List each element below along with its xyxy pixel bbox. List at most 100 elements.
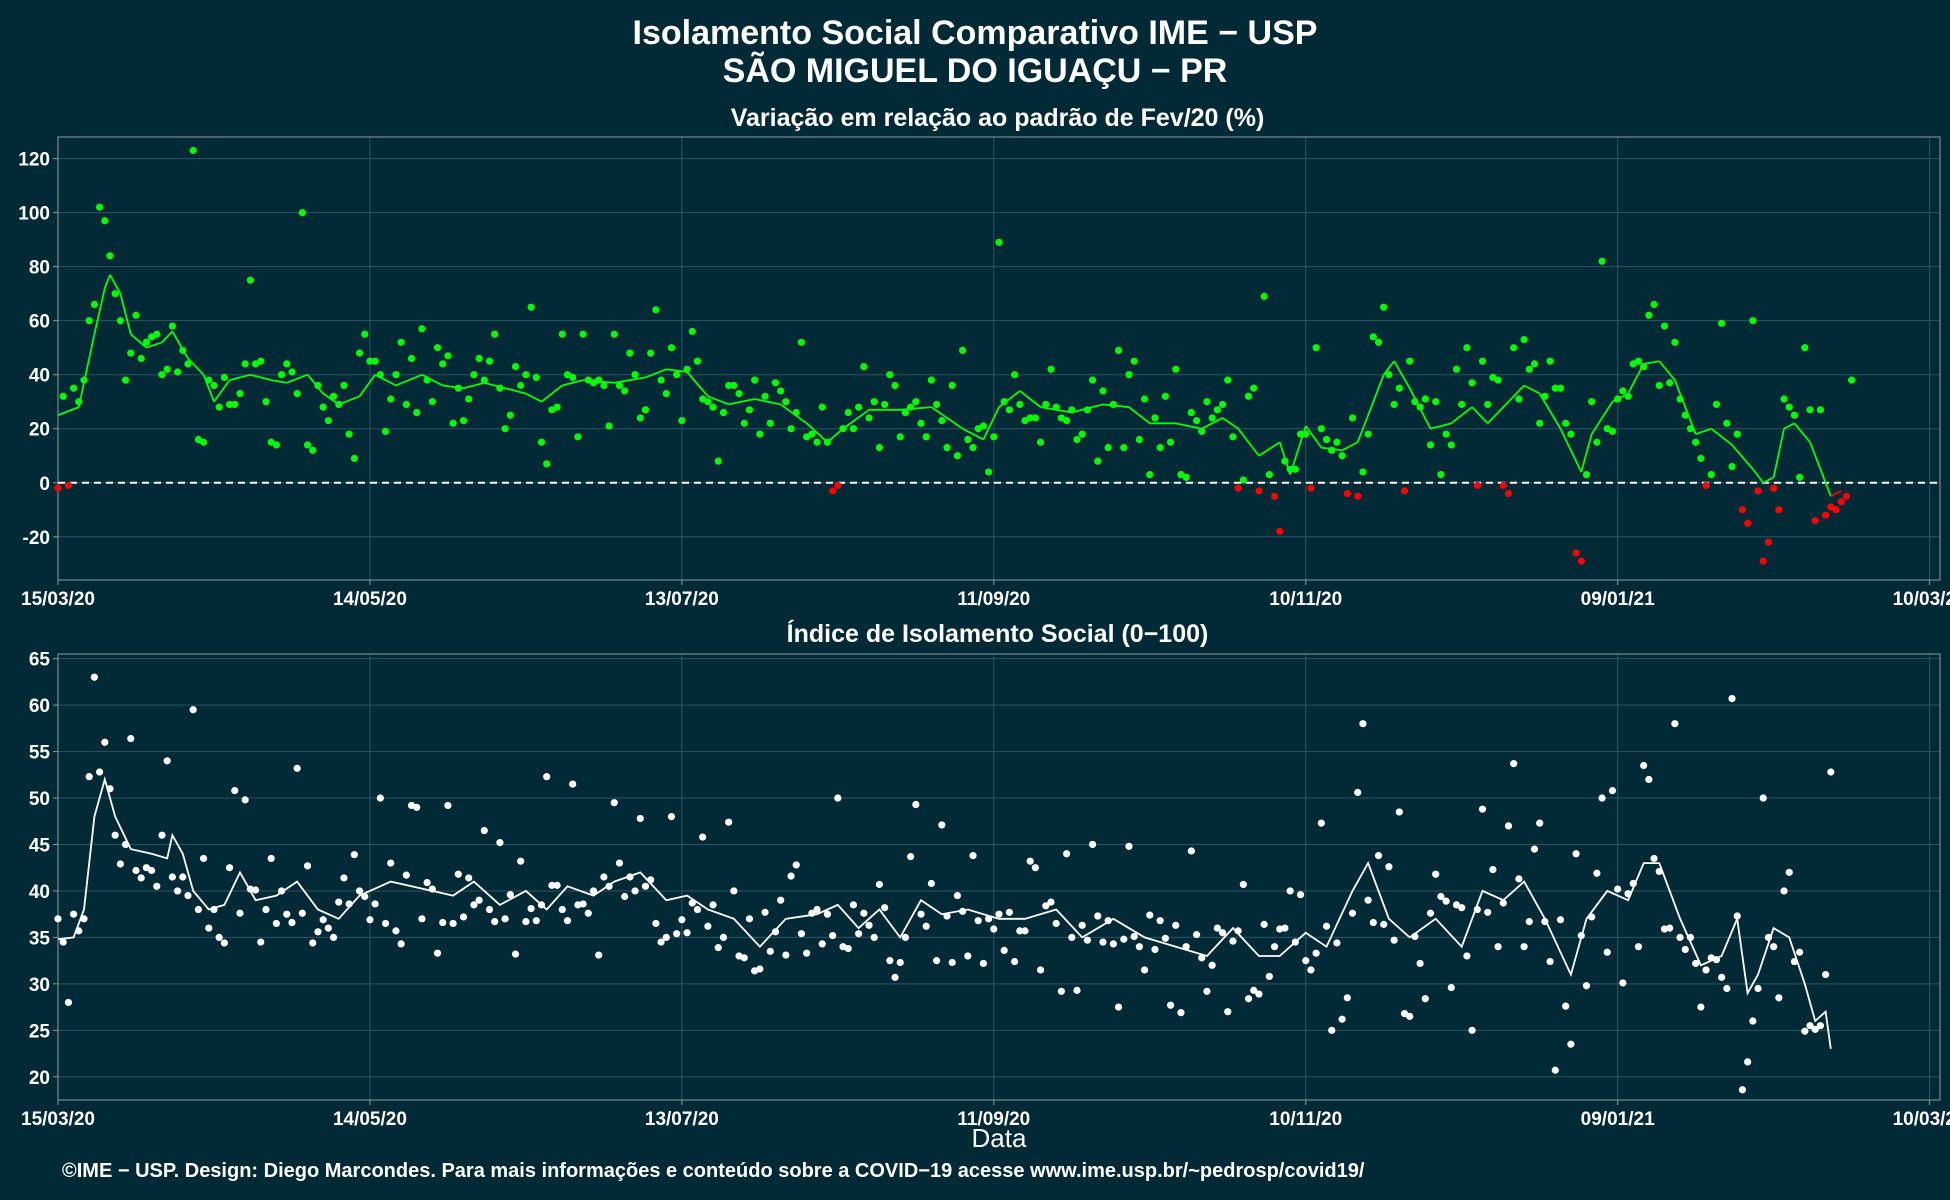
data-point [662, 390, 670, 398]
data-point [839, 425, 847, 433]
data-point [1567, 430, 1575, 438]
data-point [610, 799, 618, 807]
data-point [1504, 822, 1513, 830]
data-point [1681, 945, 1689, 954]
data-point [849, 425, 858, 433]
data-point [392, 371, 400, 379]
moving-average-segment [1175, 422, 1202, 430]
data-point [1016, 927, 1024, 935]
data-point [699, 833, 707, 841]
chart-title-line2: SÃO MIGUEL DO IGUAÇU − PR [722, 52, 1228, 90]
data-point [1364, 430, 1372, 438]
data-point [1718, 973, 1726, 981]
data-point [231, 400, 239, 409]
data-point [158, 831, 166, 839]
data-point [1645, 311, 1653, 319]
data-point [173, 368, 182, 376]
data-point [808, 430, 816, 438]
data-point [865, 414, 873, 422]
data-point [787, 425, 795, 433]
data-point [667, 813, 676, 821]
data-point [990, 433, 998, 441]
data-point [1738, 1086, 1747, 1094]
data-point [1016, 400, 1024, 409]
data-point [673, 930, 681, 938]
moving-average-segment [271, 379, 287, 384]
data-point [1702, 966, 1710, 974]
data-point [673, 371, 681, 379]
data-point [480, 826, 488, 835]
data-point [912, 800, 920, 809]
data-point [194, 905, 202, 914]
data-point [454, 870, 462, 878]
data-point [595, 951, 603, 959]
data-point [813, 438, 821, 446]
data-point [283, 910, 291, 918]
moving-average-segment [645, 368, 667, 379]
data-point [938, 417, 946, 425]
data-point [439, 918, 447, 927]
data-point [1348, 414, 1357, 422]
data-point [735, 390, 743, 398]
data-point [1198, 427, 1206, 436]
moving-average-segment [1783, 422, 1795, 430]
moving-average-segment [1658, 360, 1676, 381]
data-point [657, 938, 665, 946]
moving-average-segment [1237, 428, 1260, 457]
data-point [589, 887, 598, 895]
data-point [886, 371, 894, 379]
data-point [1255, 990, 1263, 998]
data-point [1510, 760, 1518, 768]
data-point [995, 238, 1003, 246]
moving-average-segment [504, 387, 527, 395]
data-point [1140, 395, 1149, 403]
data-point [1354, 492, 1362, 500]
data-point [189, 146, 197, 155]
data-point [210, 905, 218, 914]
data-point [309, 939, 317, 947]
data-point [1614, 885, 1622, 893]
data-point [1712, 400, 1721, 409]
data-point [1567, 1040, 1575, 1048]
data-point [678, 417, 686, 425]
data-point [1525, 365, 1533, 373]
x-tick-label: 13/07/20 [645, 589, 719, 610]
data-point [397, 338, 405, 346]
data-point [1094, 457, 1102, 465]
data-point [1504, 489, 1513, 498]
data-point [901, 933, 910, 941]
data-point [1078, 430, 1086, 438]
data-point [1234, 484, 1242, 492]
data-point [1338, 1015, 1346, 1023]
data-point [943, 912, 951, 920]
data-point [1416, 403, 1424, 411]
data-point [501, 425, 509, 433]
data-point [1359, 468, 1367, 476]
moving-average-segment [1450, 406, 1473, 425]
data-point [1187, 847, 1195, 855]
data-point [1057, 987, 1065, 995]
data-point [1432, 398, 1440, 406]
data-point [652, 306, 660, 314]
data-point [1109, 940, 1117, 948]
data-point [1473, 905, 1481, 914]
data-point [1052, 403, 1060, 411]
data-point [709, 403, 717, 411]
data-point [1322, 922, 1331, 930]
data-point [501, 915, 509, 923]
data-point [199, 438, 208, 446]
moving-average-segment [1128, 406, 1151, 425]
data-point [1593, 438, 1601, 446]
data-point [834, 794, 842, 802]
data-point [1588, 913, 1596, 921]
data-point [626, 873, 634, 881]
moving-average-segment [1752, 468, 1764, 484]
data-point [1697, 1003, 1705, 1011]
data-point [236, 909, 244, 917]
moving-average-segment [1487, 401, 1510, 424]
data-point [1135, 943, 1143, 951]
data-point [1489, 865, 1497, 874]
data-point [1790, 411, 1799, 419]
data-point [1286, 465, 1294, 473]
data-point [277, 887, 286, 895]
